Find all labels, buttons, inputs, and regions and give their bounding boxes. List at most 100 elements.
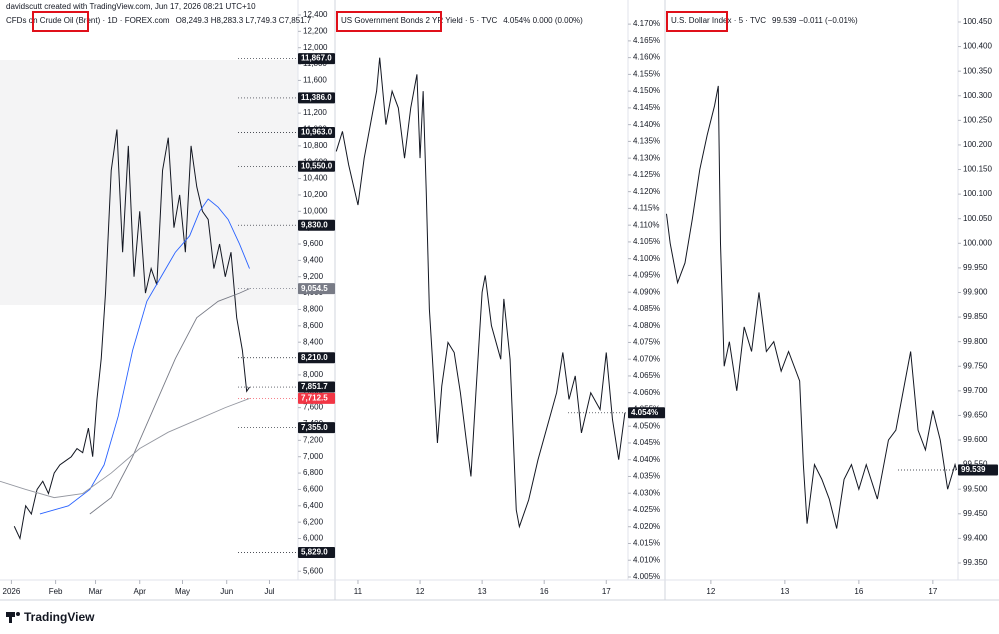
- x-tick-label: May: [175, 587, 190, 596]
- y-tick-label: 8,800: [303, 305, 324, 314]
- y-tick-label: 99.450: [963, 509, 988, 518]
- price-tag: [298, 219, 335, 231]
- price-tag-label: 7,355.0: [301, 423, 328, 432]
- y-tick-label: 100.100: [963, 189, 992, 198]
- x-tick-label: 12: [416, 587, 425, 596]
- chart-status: O8,249.3 H8,283.3 L7,749.3 C7,851.7: [176, 16, 312, 25]
- y-tick-label: 4.035%: [633, 472, 660, 481]
- price-tag-label: 10,963.0: [301, 128, 333, 137]
- y-tick-label: 6,200: [303, 517, 324, 526]
- x-tick-label: 16: [540, 587, 549, 596]
- y-tick-label: 4.170%: [633, 19, 660, 28]
- y-tick-label: 10,400: [303, 174, 328, 183]
- price-tag: [298, 92, 335, 104]
- y-tick-label: 4.080%: [633, 321, 660, 330]
- price-line: [0, 398, 250, 499]
- y-tick-label: 99.350: [963, 558, 988, 567]
- price-tag: [298, 283, 335, 295]
- price-tag-label: 11,386.0: [301, 93, 332, 102]
- y-tick-label: 100.400: [963, 42, 992, 51]
- price-tag: [958, 464, 998, 476]
- y-tick-label: 100.000: [963, 238, 992, 247]
- y-tick-label: 8,600: [303, 321, 324, 330]
- x-tick-label: 13: [478, 587, 487, 596]
- y-tick-label: 12,400: [303, 10, 328, 19]
- price-tag: [298, 381, 335, 393]
- y-tick-label: 6,600: [303, 485, 324, 494]
- chart-status: 99.539 −0.011 (−0.01%): [772, 16, 858, 25]
- y-tick-label: 4.120%: [633, 187, 660, 196]
- price-tag: [298, 53, 335, 65]
- y-tick-label: 9,200: [303, 272, 324, 281]
- y-tick-label: 4.020%: [633, 522, 660, 531]
- y-tick-label: 7,600: [303, 403, 324, 412]
- price-tag-label: 5,829.0: [301, 548, 328, 557]
- y-tick-label: 99.600: [963, 435, 988, 444]
- price-tag-label: 4.054%: [631, 408, 658, 417]
- price-tag: [298, 352, 335, 364]
- x-tick-label: Jul: [264, 587, 274, 596]
- price-line: [39, 198, 250, 515]
- x-tick-label: 11: [354, 587, 363, 596]
- price-tag: [298, 160, 335, 172]
- y-tick-label: 4.040%: [633, 455, 660, 464]
- y-tick-label: 4.135%: [633, 137, 660, 146]
- price-line: [335, 57, 626, 529]
- x-tick-label: Feb: [49, 587, 63, 596]
- y-tick-label: 4.065%: [633, 371, 660, 380]
- y-tick-label: 99.650: [963, 411, 988, 420]
- brand-logo: TradingView: [6, 610, 95, 624]
- x-tick-label: 17: [602, 587, 611, 596]
- y-tick-label: 100.050: [963, 214, 992, 223]
- y-tick-label: 6,400: [303, 501, 324, 510]
- y-tick-label: 4.165%: [633, 36, 660, 45]
- y-tick-label: 4.095%: [633, 271, 660, 280]
- x-tick-label: 2026: [3, 587, 21, 596]
- highlight-box: [666, 11, 728, 32]
- y-tick-label: 4.045%: [633, 438, 660, 447]
- y-tick-label: 4.145%: [633, 103, 660, 112]
- y-tick-label: 10,800: [303, 141, 328, 150]
- y-tick-label: 4.150%: [633, 86, 660, 95]
- y-tick-label: 11,200: [303, 108, 327, 117]
- y-tick-label: 4.160%: [633, 53, 660, 62]
- y-tick-label: 99.850: [963, 312, 988, 321]
- y-tick-label: 12,000: [303, 43, 328, 52]
- x-tick-label: Jun: [220, 587, 233, 596]
- y-tick-label: 4.005%: [633, 572, 660, 581]
- y-tick-label: 7,200: [303, 435, 324, 444]
- y-tick-label: 6,800: [303, 468, 324, 477]
- price-line: [89, 288, 250, 515]
- price-tag-label: 11,867.0: [301, 54, 332, 63]
- y-tick-label: 4.155%: [633, 69, 660, 78]
- shaded-zone: [0, 60, 298, 305]
- y-tick-label: 100.300: [963, 91, 992, 100]
- logo-mark: [9, 612, 12, 623]
- y-tick-label: 4.130%: [633, 153, 660, 162]
- highlight-box: [336, 11, 442, 32]
- y-tick-label: 100.150: [963, 165, 992, 174]
- chart-status: 4.054% 0.000 (0.00%): [503, 16, 583, 25]
- price-tag: [298, 422, 335, 434]
- y-tick-label: 99.500: [963, 484, 988, 493]
- x-tick-label: 17: [928, 587, 937, 596]
- y-tick-label: 4.110%: [633, 220, 660, 229]
- price-tag-label: 99.539: [961, 465, 986, 474]
- y-tick-label: 4.075%: [633, 338, 660, 347]
- y-tick-label: 4.015%: [633, 539, 660, 548]
- y-tick-label: 9,600: [303, 239, 324, 248]
- y-tick-label: 7,000: [303, 452, 324, 461]
- chart-title: U.S. Dollar Index · 5 · TVC: [671, 16, 766, 25]
- y-tick-label: 8,400: [303, 337, 324, 346]
- y-tick-label: 8,000: [303, 370, 324, 379]
- price-tag: [628, 407, 665, 419]
- price-tag-label: 10,550.0: [301, 161, 333, 170]
- plot-area: [665, 85, 958, 529]
- x-tick-label: Apr: [134, 587, 147, 596]
- y-tick-label: 5,600: [303, 566, 324, 575]
- price-tag-label: 9,830.0: [301, 220, 328, 229]
- y-tick-label: 99.400: [963, 534, 988, 543]
- y-tick-label: 99.550: [963, 460, 988, 469]
- y-tick-label: 100.450: [963, 17, 992, 26]
